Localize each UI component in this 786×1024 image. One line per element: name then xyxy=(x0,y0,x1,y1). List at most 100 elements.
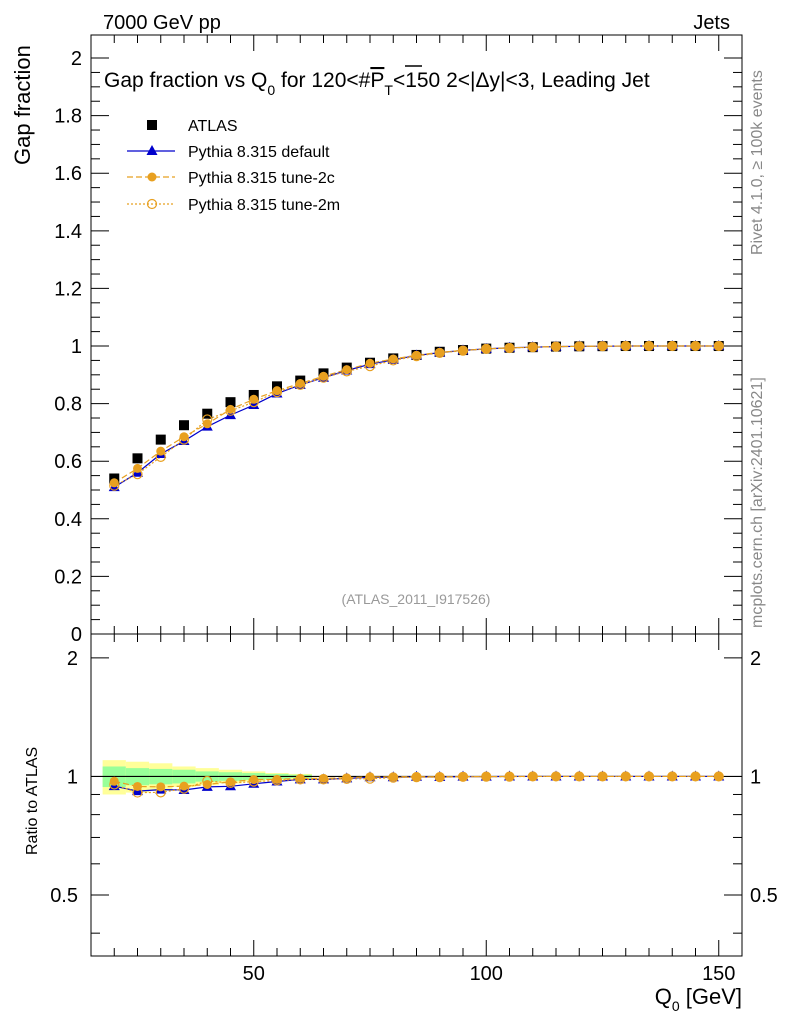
title-part-b: for 120<# xyxy=(275,69,370,92)
y-tick-label: 1 xyxy=(71,336,82,358)
ratio-point-tune2m xyxy=(411,772,422,783)
ratio-point-tune2m xyxy=(318,774,329,785)
data-point-tune2m xyxy=(341,366,352,377)
data-point-tune2m xyxy=(690,340,701,352)
ratio-axis-ticks: 50 100 150 0.5 0.5 1 1 2 2 xyxy=(50,634,778,985)
data-point-atlas xyxy=(179,420,189,431)
data-point-tune2m xyxy=(597,341,608,352)
legend-marker-data xyxy=(147,120,157,130)
data-point-tune2m xyxy=(388,355,399,366)
ratio-point-tune2c xyxy=(388,772,398,782)
data-point-tune2m xyxy=(527,342,538,353)
data-point-tune2c xyxy=(598,341,607,351)
ratio-y-tick-label: 2 xyxy=(67,648,78,670)
legend-label-default: Pythia 8.315 default xyxy=(188,144,330,161)
data-point-tune2m xyxy=(155,451,166,462)
y-tick-label: 1.6 xyxy=(54,163,82,185)
data-point-tune2m xyxy=(202,414,213,425)
data-point-tune2c xyxy=(481,344,491,354)
data-point-tune2m xyxy=(574,341,585,352)
ratio-point-tune2m xyxy=(713,771,724,782)
ratio-point-tune2m xyxy=(597,771,608,782)
data-point-tune2m xyxy=(271,386,283,398)
data-point-tune2c xyxy=(621,341,631,351)
data-point-tune2m xyxy=(481,343,492,354)
ratio-point-tune2m xyxy=(271,775,283,786)
data-point-atlas xyxy=(155,434,166,445)
legend-label-tune2c: Pythia 8.315 tune-2c xyxy=(188,170,335,187)
ratio-point-tune2m xyxy=(434,772,445,783)
y-axis-label: Gap fraction xyxy=(10,45,35,165)
legend-marker-tune2m xyxy=(146,198,158,210)
data-point-atlas xyxy=(202,408,213,419)
data-point-tune2c xyxy=(179,432,189,442)
xlabel-main: Q xyxy=(655,984,672,1009)
ratio-y-tick-label-right: 0.5 xyxy=(750,885,778,907)
y-tick-label: 0.4 xyxy=(54,509,82,531)
data-point-tune2c xyxy=(574,341,584,351)
data-point-default xyxy=(225,409,236,420)
ratio-y-tick-label-right: 1 xyxy=(750,766,761,788)
ratio-point-tune2m xyxy=(504,771,515,782)
ratio-point-tune2m xyxy=(667,771,678,782)
ratio-panel-frame xyxy=(90,633,743,957)
ratio-point-tune2c xyxy=(528,771,538,781)
title-part-a: Gap fraction vs Q xyxy=(104,69,267,92)
ratio-point-tune2c xyxy=(179,781,189,791)
ratio-point-tune2m xyxy=(225,777,236,788)
data-point-tune2m xyxy=(364,361,376,372)
ratio-point-tune2c xyxy=(458,772,468,782)
ratio-point-tune2c xyxy=(319,773,328,783)
analysis-watermark: (ATLAS_2011_I917526) xyxy=(342,591,491,607)
data-point-tune2c xyxy=(667,341,677,351)
data-point-tune2m xyxy=(411,350,422,362)
ratio-point-tune2m xyxy=(109,779,120,790)
ratio-point-tune2m xyxy=(202,775,213,787)
ratio-point-tune2m xyxy=(178,783,190,794)
ratio-point-tune2m xyxy=(388,772,399,783)
ratio-point-tune2m xyxy=(364,773,376,784)
data-point-atlas xyxy=(132,453,143,464)
ratio-point-tune2c xyxy=(574,771,584,781)
data-point-tune2m xyxy=(457,345,469,356)
data-point-tune2c xyxy=(109,478,119,488)
ratio-point-tune2c xyxy=(295,773,305,783)
title-sub-q0: 0 xyxy=(267,82,275,98)
main-axis-ticks: 0 0.2 0.4 0.6 0.8 1 1.2 1.4 1.6 1.8 2 xyxy=(54,35,742,646)
process-label: Jets xyxy=(693,12,730,34)
data-point-tune2m xyxy=(318,372,329,383)
data-point-tune2c xyxy=(714,341,724,351)
x-tick-label: 50 xyxy=(243,963,265,985)
ratio-point-tune2m xyxy=(457,771,469,782)
ratio-point-tune2m xyxy=(132,787,143,798)
data-point-tune2c xyxy=(365,358,375,368)
xlabel-sub: 0 xyxy=(672,998,680,1014)
data-point-tune2c xyxy=(644,341,654,351)
ratio-point-tune2m xyxy=(248,776,259,787)
data-point-tune2c xyxy=(435,347,445,357)
y-tick-label: 0.6 xyxy=(54,451,82,473)
ratio-point-tune2m xyxy=(574,771,585,782)
ratio-point-tune2c xyxy=(249,775,259,785)
legend-label-data: ATLAS xyxy=(188,118,238,135)
ratio-point-tune2m xyxy=(155,787,166,798)
data-point-tune2c xyxy=(458,345,468,355)
y-tick-label: 2 xyxy=(71,48,82,70)
data-point-tune2c xyxy=(249,394,259,404)
ratio-point-tune2c xyxy=(412,772,421,782)
ratio-point-tune2m xyxy=(295,774,306,785)
y-tick-label: 0.8 xyxy=(54,394,82,416)
ratio-point-tune2m xyxy=(481,771,492,782)
chart-title: Gap fraction vs Q0 for 120<#PT<150 2<|Δy… xyxy=(104,69,650,98)
y-tick-label: 1.4 xyxy=(54,221,82,243)
ratio-point-tune2m xyxy=(341,773,352,784)
energy-label: 7000 GeV pp xyxy=(103,12,221,34)
data-point-tune2m xyxy=(643,340,655,352)
ratio-point-tune2c xyxy=(342,773,352,783)
data-point-tune2m xyxy=(713,340,724,352)
data-point-tune2m xyxy=(109,480,120,491)
data-point-tune2c xyxy=(691,341,700,351)
x-axis-label: Q0 [GeV] xyxy=(655,984,742,1014)
legend-label-tune2m: Pythia 8.315 tune-2m xyxy=(188,197,340,214)
